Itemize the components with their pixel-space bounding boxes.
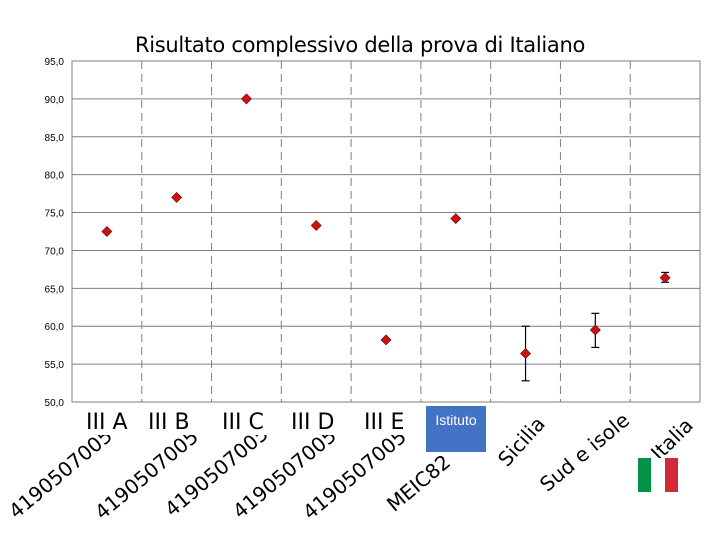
data-point (380, 334, 392, 346)
data-point (101, 226, 113, 237)
y-tick-label: 55,0 (45, 360, 65, 371)
flag-stripe (651, 458, 665, 492)
y-tick-label: 65,0 (45, 284, 65, 295)
flag-stripe (664, 458, 678, 492)
y-tick-label: 85,0 (45, 133, 65, 144)
istituto-box (426, 406, 486, 452)
y-tick-label: 95,0 (45, 57, 65, 68)
istituto-label: Istituto (435, 412, 477, 428)
data-point (310, 220, 322, 231)
data-point (171, 191, 183, 203)
class-label: III C (218, 410, 268, 435)
plot-area (71, 60, 701, 403)
class-label: III D (287, 410, 339, 435)
y-tick-label: 75,0 (45, 209, 65, 220)
y-tick-label: 70,0 (45, 246, 65, 257)
chart-title: Risultato complessivo della prova di Ita… (134, 33, 586, 57)
data-point (450, 213, 462, 225)
data-point (589, 324, 601, 336)
class-label: III B (144, 410, 194, 435)
y-tick-label: 50,0 (45, 398, 65, 409)
y-tick-label: 90,0 (45, 95, 65, 106)
class-label: III E (360, 410, 409, 435)
y-tick-label: 60,0 (45, 322, 65, 333)
data-point (659, 272, 671, 284)
y-tick-label: 80,0 (45, 171, 65, 182)
data-point (520, 348, 531, 359)
data-point (241, 93, 252, 105)
flag-stripe (638, 458, 652, 492)
class-label: III A (82, 410, 132, 435)
italy-flag-icon (638, 458, 678, 492)
